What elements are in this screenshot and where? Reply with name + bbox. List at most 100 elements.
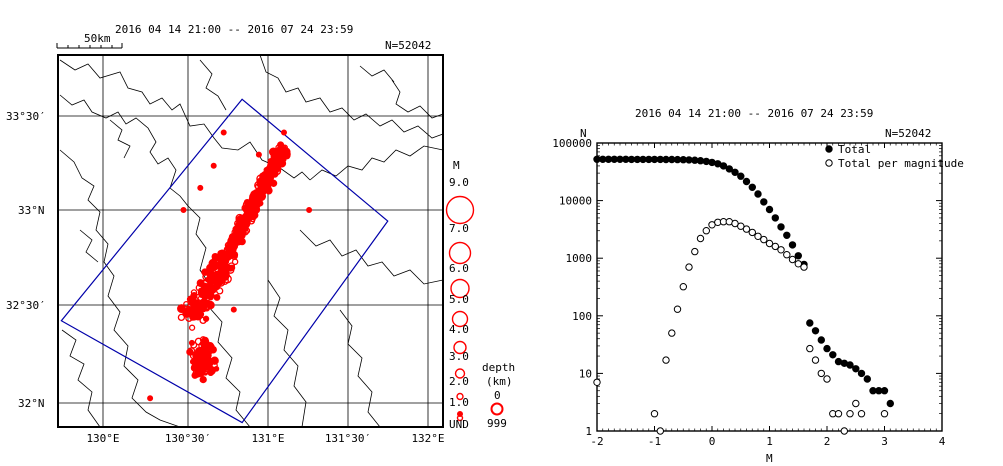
earthquake-event bbox=[228, 233, 237, 241]
total-point bbox=[863, 375, 871, 383]
earthquake-event bbox=[216, 253, 226, 262]
total-point bbox=[748, 183, 756, 192]
earthquake-event bbox=[241, 224, 249, 232]
frequency-panel: 2016 04 14 21:00 -- 2016 07 24 23:59 N=5… bbox=[552, 107, 964, 465]
y-tick-label: 100 bbox=[572, 310, 592, 323]
freq-points bbox=[593, 155, 894, 435]
earthquake-event bbox=[242, 212, 251, 222]
total-point bbox=[829, 351, 837, 359]
earthquake-event bbox=[212, 263, 220, 271]
total-point bbox=[760, 198, 768, 206]
magnitude-legend-label: 3.0 bbox=[449, 350, 469, 363]
total-point bbox=[857, 369, 866, 378]
per-magnitude-point bbox=[794, 260, 802, 268]
per-magnitude-point bbox=[777, 246, 785, 254]
depth-max-label: 999 bbox=[487, 417, 507, 430]
earthquake-event bbox=[207, 270, 214, 278]
earthquake-event bbox=[251, 202, 260, 210]
per-magnitude-point bbox=[880, 410, 889, 418]
total-point bbox=[719, 162, 728, 170]
earthquake-event bbox=[210, 162, 217, 169]
earthquake-event bbox=[306, 207, 313, 213]
magnitude-legend-marker bbox=[457, 411, 463, 417]
earthquake-event bbox=[183, 300, 190, 308]
legend-marker-per-magnitude bbox=[825, 159, 833, 167]
lon-tick-label: 131°30′ bbox=[325, 432, 371, 445]
earthquake-event bbox=[200, 342, 207, 348]
earthquake-event bbox=[279, 155, 287, 163]
earthquake-event bbox=[280, 147, 287, 155]
earthquake-event bbox=[197, 184, 204, 191]
x-tick-label: 4 bbox=[939, 435, 946, 448]
magnitude-legend-marker bbox=[448, 241, 472, 265]
per-magnitude-point bbox=[806, 344, 814, 353]
total-point bbox=[765, 205, 774, 214]
earthquake-event bbox=[199, 351, 208, 360]
magnitude-legend-label: 6.0 bbox=[449, 262, 469, 275]
earthquake-event bbox=[226, 250, 234, 257]
per-magnitude-point bbox=[748, 228, 756, 237]
total-point bbox=[852, 365, 860, 373]
earthquake-event bbox=[196, 310, 205, 318]
freq-legend: Total Total per magnitude bbox=[825, 143, 964, 170]
x-tick-label: 0 bbox=[709, 435, 716, 448]
earthquake-event bbox=[264, 186, 273, 195]
per-magnitude-point bbox=[852, 399, 860, 408]
per-magnitude-point bbox=[765, 239, 774, 248]
magnitude-legend-label: 4.0 bbox=[449, 323, 469, 336]
magnitude-legend-marker bbox=[451, 310, 469, 328]
lon-tick-label: 132°E bbox=[411, 432, 444, 445]
map-title: 2016 04 14 21:00 -- 2016 07 24 23:59 bbox=[115, 23, 353, 36]
total-point bbox=[806, 319, 814, 327]
earthquake-event bbox=[195, 284, 203, 292]
freq-x-axis-label: M bbox=[766, 452, 773, 465]
per-magnitude-point bbox=[857, 410, 866, 418]
earthquake-event bbox=[177, 313, 186, 322]
total-point bbox=[737, 172, 745, 180]
earthquake-event bbox=[254, 183, 263, 191]
earthquake-event bbox=[255, 151, 262, 158]
total-point bbox=[811, 327, 820, 335]
depth-min-label: 0 bbox=[494, 389, 501, 402]
earthquake-event bbox=[201, 299, 210, 308]
per-magnitude-point bbox=[754, 232, 762, 241]
per-magnitude-point bbox=[742, 225, 751, 233]
freq-plot-frame bbox=[596, 142, 943, 432]
magnitude-legend-label: UND bbox=[449, 418, 469, 431]
per-magnitude-point bbox=[685, 263, 693, 271]
per-magnitude-point bbox=[673, 305, 682, 313]
per-magnitude-point bbox=[593, 378, 601, 386]
total-point bbox=[817, 336, 825, 344]
freq-count-label: N=52042 bbox=[885, 127, 931, 140]
legend-label-per-magnitude: Total per magnitude bbox=[838, 157, 964, 170]
map-count-label: N=52042 bbox=[385, 39, 431, 52]
earthquake-event bbox=[194, 303, 204, 312]
earthquake-event bbox=[211, 274, 219, 282]
per-magnitude-point bbox=[771, 242, 779, 251]
x-tick-label: 1 bbox=[766, 435, 773, 448]
earthquake-event bbox=[256, 174, 265, 183]
per-magnitude-point bbox=[834, 410, 843, 418]
per-magnitude-point bbox=[817, 369, 825, 378]
total-point bbox=[777, 223, 785, 231]
magnitude-legend-marker bbox=[454, 368, 466, 379]
earthquake-event bbox=[190, 313, 198, 321]
magnitude-legend-label: 7.0 bbox=[449, 222, 469, 235]
magnitude-legend-marker bbox=[445, 195, 475, 225]
freq-title: 2016 04 14 21:00 -- 2016 07 24 23:59 bbox=[635, 107, 873, 120]
per-magnitude-point bbox=[702, 227, 710, 235]
per-magnitude-point bbox=[800, 263, 808, 271]
total-point bbox=[794, 252, 802, 260]
earthquake-event bbox=[219, 275, 229, 286]
per-magnitude-point bbox=[650, 410, 659, 418]
legend-marker-total bbox=[825, 145, 833, 153]
per-magnitude-point bbox=[760, 235, 768, 244]
per-magnitude-point bbox=[840, 427, 848, 435]
per-magnitude-point bbox=[823, 375, 831, 383]
map-panel: 2016 04 14 21:00 -- 2016 07 24 23:59 N=5… bbox=[6, 23, 515, 445]
earthquake-event bbox=[242, 204, 251, 213]
earthquake-event bbox=[253, 205, 261, 213]
earthquake-event bbox=[222, 264, 230, 272]
earthquake-event bbox=[188, 324, 196, 331]
